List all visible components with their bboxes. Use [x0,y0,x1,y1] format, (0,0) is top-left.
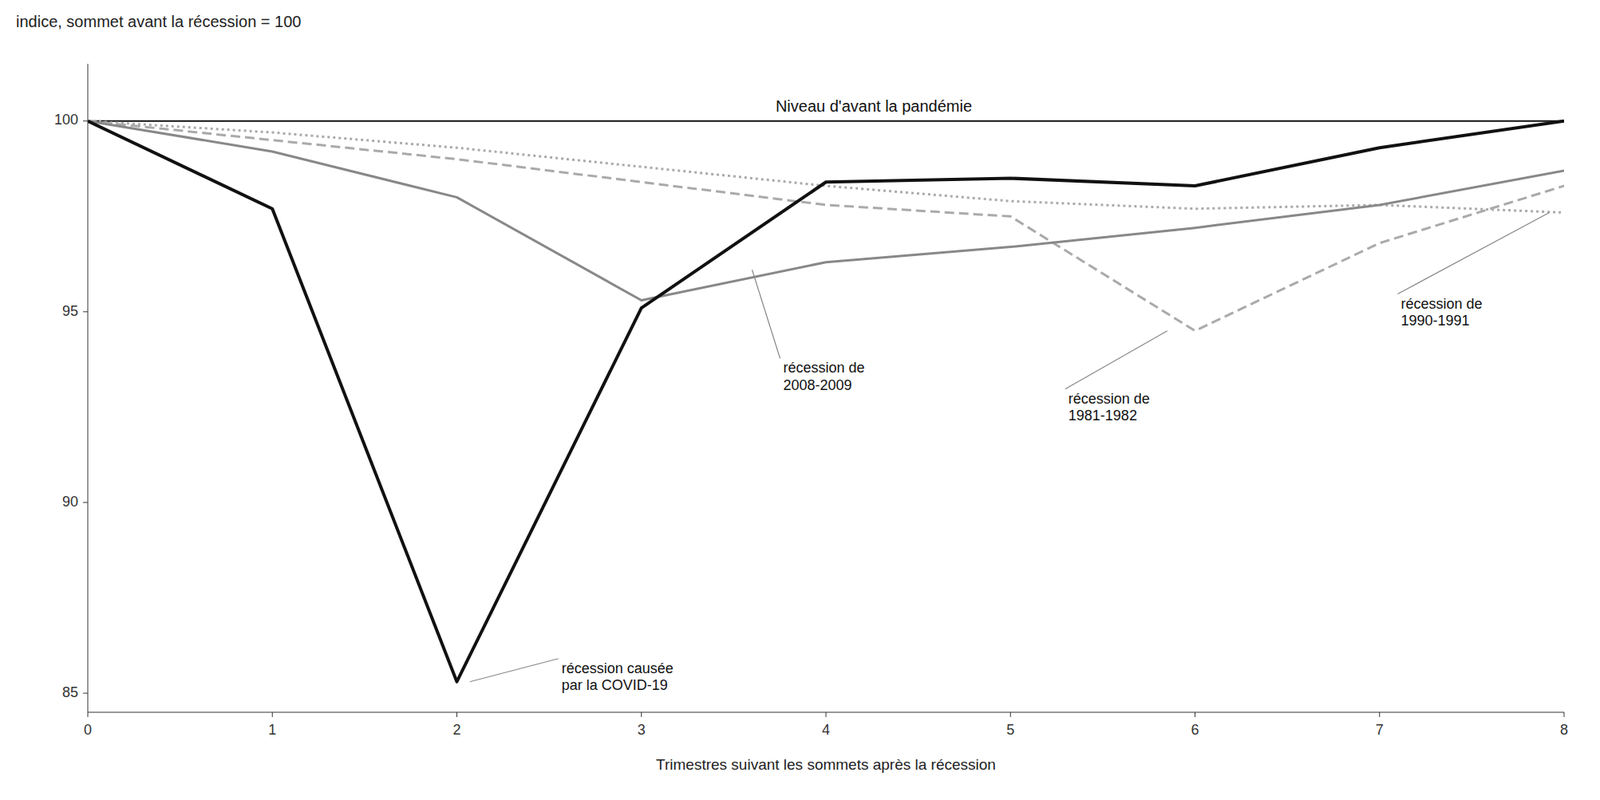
y-tick-label: 100 [54,111,79,128]
annotation-line: récession de [1068,391,1150,407]
reference-line [87,120,1565,123]
annotation: récession de1981-1982 [1068,391,1150,425]
annotation: récession causéepar la COVID-19 [561,660,674,695]
series-line [87,121,1565,214]
x-tick-label: 8 [1560,722,1569,739]
x-tick-label: 6 [1190,722,1199,739]
series-line [87,121,1565,301]
chart: indice, sommet avant la récession = 100 8… [0,0,1600,800]
x-tick-label: 0 [83,722,92,739]
annotation: récession de2008-2009 [783,359,866,394]
x-tick-label: 1 [268,722,277,739]
annotation-leader [1065,331,1168,390]
x-tick [1010,712,1012,718]
annotation-line: récession de [783,359,866,376]
annotation-line: par la COVID-19 [561,677,668,694]
reference-label: Niveau d'avant la pandémie [775,97,972,115]
y-tick-label: 95 [62,303,79,320]
x-tick [825,712,827,718]
x-tick-label: 3 [637,722,646,739]
x-tick-label: 4 [821,722,830,739]
annotation-line: récession de [1401,296,1483,313]
x-tick-label: 2 [452,722,461,739]
y-tick [82,693,88,695]
title: indice, sommet avant la récession = 100 [15,12,301,31]
x-tick-label: 5 [1006,722,1015,739]
x-tick [1378,712,1380,718]
y-axis-line [87,63,89,713]
annotation-line: récession causée [561,660,674,677]
x-tick [1564,712,1565,718]
x-tick [272,712,273,718]
annotation-leader [1398,213,1550,295]
annotation-line: 1981-1982 [1068,407,1138,424]
annotation-line: 2008-2009 [783,377,853,394]
x-tick-label: 7 [1375,722,1384,739]
annotation-leader [470,659,559,683]
x-axis-label: Trimestres suivant les sommets après la … [655,756,996,774]
annotation-line: 1990-1991 [1401,312,1470,329]
y-tick-label: 85 [62,684,79,701]
x-tick [640,712,642,718]
series-line [87,121,1565,683]
y-tick [82,120,88,122]
x-tick [456,712,458,718]
x-tick [87,712,89,718]
annotation-leader [752,269,781,359]
y-tick [82,501,88,503]
x-tick [1194,712,1196,718]
y-tick-label: 90 [62,493,79,510]
annotation: récession de1990-1991 [1401,296,1483,330]
plot-area [87,121,1565,683]
y-tick [82,311,88,313]
